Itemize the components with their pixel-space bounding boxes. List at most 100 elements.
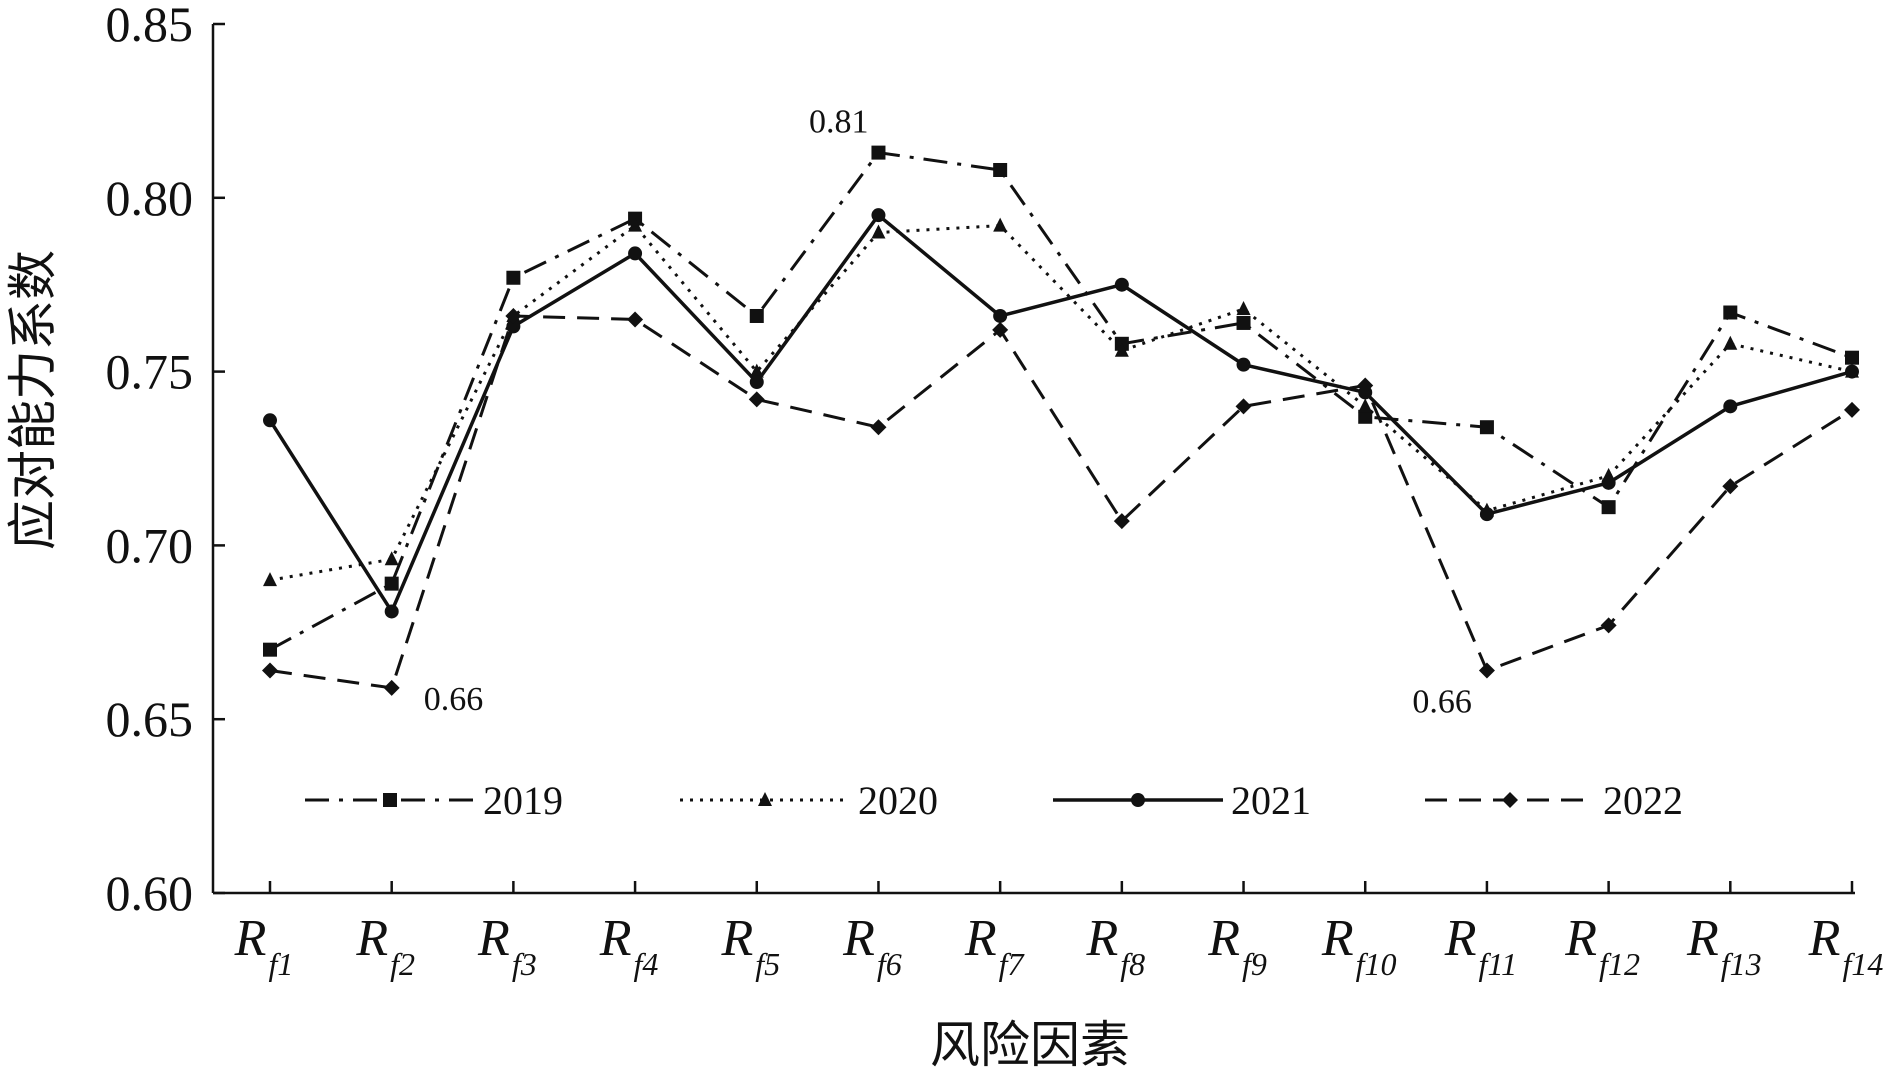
y-tick-label: 0.80	[106, 170, 194, 226]
data-point	[1601, 500, 1616, 515]
series-2021	[263, 208, 1859, 619]
data-point	[1236, 301, 1251, 316]
annotation-label: 0.81	[809, 104, 869, 141]
data-point	[749, 363, 764, 378]
x-tick-label: Rf5	[720, 910, 780, 982]
y-axis-title: 应对能力系数	[4, 250, 62, 550]
x-tick-label: Rf11	[1444, 910, 1517, 982]
y-tick-label: 0.65	[106, 691, 194, 747]
data-point	[993, 162, 1008, 177]
series-2022	[262, 307, 1860, 696]
data-point	[1358, 409, 1373, 424]
data-point	[1844, 401, 1860, 418]
legend-label: 2021	[1231, 778, 1311, 823]
series-line-2021	[268, 213, 1853, 614]
legend-marker	[1502, 792, 1518, 808]
x-tick-label: Rf6	[842, 910, 902, 982]
data-point	[992, 321, 1009, 338]
legend-marker	[383, 793, 397, 807]
data-point	[505, 307, 522, 324]
x-tick-label: Rf12	[1564, 910, 1640, 982]
data-point	[993, 217, 1008, 232]
x-tick-label: Rf13	[1686, 910, 1762, 982]
data-point	[1479, 420, 1494, 435]
data-point	[871, 224, 886, 239]
data-point	[1722, 478, 1739, 495]
y-tick-label: 0.60	[106, 865, 194, 921]
data-point	[384, 604, 399, 619]
data-point	[749, 375, 764, 390]
data-point	[263, 572, 277, 587]
data-point	[1845, 350, 1859, 365]
data-point	[1723, 335, 1738, 350]
x-tick-label: Rf14	[1808, 910, 1884, 982]
data-point	[748, 391, 765, 408]
data-point	[1358, 398, 1373, 413]
x-tick-label: Rf7	[964, 910, 1026, 982]
data-point	[263, 413, 277, 428]
x-tick-label: Rf2	[355, 910, 415, 982]
legend-label: 2020	[858, 778, 938, 823]
series-2020	[263, 217, 1859, 587]
legend-label: 2022	[1603, 778, 1683, 823]
annotation-label: 0.66	[424, 681, 484, 718]
annotations: 0.81 0.66 0.66	[424, 104, 1472, 721]
data-point	[506, 319, 521, 334]
data-point	[628, 217, 643, 232]
data-point	[1114, 277, 1129, 292]
legend: 2019 2020 2021 2022	[305, 778, 1683, 823]
data-point	[506, 270, 521, 285]
series-layer	[262, 145, 1860, 696]
y-tick-label: 0.75	[106, 344, 194, 400]
data-point	[1723, 305, 1738, 320]
data-point	[1478, 662, 1495, 679]
data-point	[749, 308, 764, 323]
data-point	[1845, 364, 1859, 379]
x-tick-label: Rf10	[1321, 910, 1397, 982]
data-point	[628, 246, 643, 261]
x-tick-label: Rf9	[1207, 910, 1267, 982]
x-tick-label: Rf8	[1086, 910, 1146, 982]
annotation-label: 0.66	[1412, 684, 1472, 721]
y-axis-ticks: 0.60 0.65 0.70 0.75 0.80 0.85	[106, 0, 225, 921]
data-point	[1236, 315, 1251, 330]
x-tick-label: Rf4	[599, 910, 659, 982]
x-axis-ticks: Rf1 Rf2 Rf3 Rf4 Rf5 Rf6 Rf7 Rf8 Rf9 Rf10 Rf11 Rf12 R…	[234, 881, 1884, 982]
data-point	[1236, 357, 1251, 372]
y-tick-label: 0.85	[106, 0, 194, 52]
data-point	[1479, 507, 1494, 522]
data-point	[1114, 342, 1129, 357]
series-2019	[263, 145, 1859, 657]
data-point	[871, 208, 886, 223]
data-point	[1113, 513, 1130, 530]
series-line-2020	[269, 224, 1853, 582]
x-axis-title: 风险因素	[930, 1016, 1130, 1070]
legend-marker	[758, 792, 772, 806]
data-point	[871, 145, 886, 160]
data-point	[384, 576, 399, 591]
series-line-2022	[269, 314, 1853, 690]
data-point	[993, 308, 1008, 323]
data-point	[627, 311, 644, 328]
x-tick-label: Rf1	[234, 910, 294, 982]
legend-label: 2019	[483, 778, 563, 823]
legend-item-2021: 2021	[1053, 778, 1311, 823]
x-tick-label: Rf3	[477, 910, 537, 982]
legend-item-2020: 2020	[680, 778, 938, 823]
data-point	[384, 551, 399, 566]
y-tick-label: 0.70	[106, 517, 194, 573]
data-point	[1600, 617, 1617, 634]
data-point	[1601, 475, 1616, 490]
legend-marker	[1131, 793, 1145, 807]
data-point	[1235, 398, 1252, 415]
legend-item-2019: 2019	[305, 778, 563, 823]
legend-item-2022: 2022	[1425, 778, 1683, 823]
data-point	[263, 642, 277, 657]
axes	[211, 24, 1855, 895]
data-point	[383, 679, 400, 696]
data-point	[262, 662, 278, 679]
data-point	[870, 419, 887, 436]
series-line-2019	[269, 151, 1853, 651]
data-point	[1723, 399, 1738, 414]
